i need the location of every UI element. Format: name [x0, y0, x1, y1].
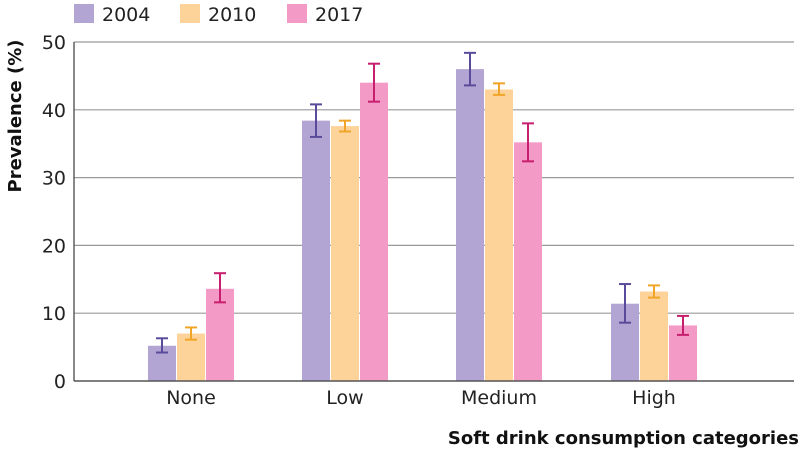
legend-label-2004: 2004: [102, 4, 150, 26]
bar-2010-medium: [485, 89, 513, 382]
y-tick-label: 50: [42, 32, 66, 54]
bar-2017-medium: [514, 142, 542, 381]
legend-label-2017: 2017: [315, 4, 363, 26]
legend-swatch-2017: [287, 4, 307, 23]
y-tick-label: 20: [42, 235, 66, 257]
bar-2010-high: [640, 291, 668, 381]
bars: [148, 69, 697, 382]
legend: 2004 2010 2017: [74, 4, 363, 26]
bar-2017-none: [206, 288, 234, 381]
bar-2010-low: [331, 126, 359, 382]
x-tick-label: Medium: [461, 387, 537, 409]
legend-swatch-2010: [180, 4, 200, 23]
x-tick-label: High: [632, 387, 676, 409]
y-tick-label: 30: [42, 168, 66, 190]
x-tick-label: Low: [326, 387, 363, 409]
y-tick-label: 0: [54, 371, 66, 393]
y-tick-label: 40: [42, 100, 66, 122]
axes: 0 10 20 30 40 50 None Low Medium High: [42, 32, 794, 409]
y-tick-label: 10: [42, 303, 66, 325]
error-bars: [156, 51, 689, 354]
x-axis-title: Soft drink consumption categories: [448, 428, 799, 449]
y-axis-title: Prevalence (%): [5, 40, 26, 193]
legend-swatch-2004: [74, 4, 94, 23]
bar-2017-low: [360, 82, 388, 382]
bar-2010-none: [177, 333, 205, 381]
bar-2004-medium: [456, 69, 484, 382]
bar-2004-low: [302, 120, 330, 381]
legend-label-2010: 2010: [208, 4, 256, 26]
x-tick-label: None: [166, 387, 216, 409]
gridlines: [74, 41, 794, 314]
